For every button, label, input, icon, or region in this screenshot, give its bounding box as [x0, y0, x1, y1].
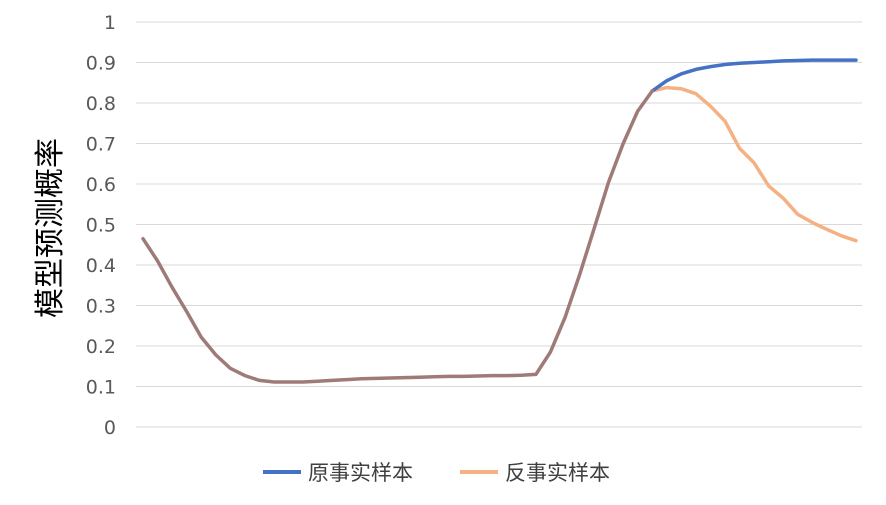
y-tick-label: 0.3 [86, 296, 116, 318]
y-tick-label: 0.1 [86, 377, 116, 399]
series-line-counterfactual [650, 85, 858, 243]
y-tick-label: 1 [104, 12, 116, 34]
legend: 原事实样本 反事实样本 [263, 461, 610, 485]
legend-label-original: 原事实样本 [308, 461, 413, 485]
y-axis-label: 模型预测概率 [33, 138, 68, 318]
series-line-original [650, 58, 858, 93]
y-tick-label: 0.7 [86, 134, 116, 156]
y-tick-label: 0.5 [86, 215, 116, 237]
y-tick-label: 0.4 [86, 255, 116, 277]
series-lines [141, 58, 858, 384]
y-tick-label: 0 [104, 417, 116, 439]
series-line-overlap [141, 89, 655, 384]
legend-label-counterfactual: 反事实样本 [505, 461, 610, 485]
y-tick-label: 0.2 [86, 336, 116, 358]
y-axis-tick-labels: 0 0.1 0.2 0.3 0.4 0.5 0.6 0.7 0.8 0.9 1 [86, 12, 116, 439]
y-tick-label: 0.8 [86, 93, 116, 115]
y-tick-label: 0.9 [86, 53, 116, 75]
gridlines [136, 21, 862, 428]
y-tick-label: 0.6 [86, 174, 116, 196]
